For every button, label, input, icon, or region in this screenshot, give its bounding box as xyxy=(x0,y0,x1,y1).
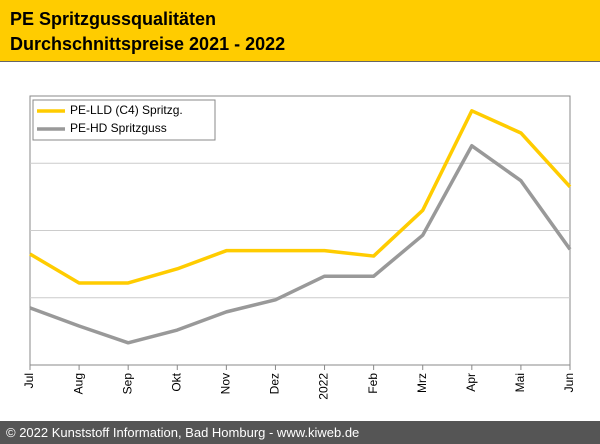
x-tick-label: Dez xyxy=(268,373,282,394)
x-tick-label: Jun xyxy=(562,373,576,392)
x-tick-label: Apr xyxy=(464,373,478,392)
x-tick-label: Sep xyxy=(120,373,134,395)
footer: © 2022 Kunststoff Information, Bad Hombu… xyxy=(6,425,359,440)
x-tick-label: Okt xyxy=(169,372,183,391)
chart-title: PE Spritzgussqualitäten xyxy=(10,9,216,29)
legend-label: PE-LLD (C4) Spritzg. xyxy=(70,103,183,117)
chart-subtitle: Durchschnittspreise 2021 - 2022 xyxy=(10,34,285,54)
x-tick-label: Feb xyxy=(366,373,380,394)
x-tick-label: Aug xyxy=(71,373,85,394)
legend-label: PE-HD Spritzguss xyxy=(70,121,167,135)
x-tick-label: Mai xyxy=(513,373,527,392)
series-line xyxy=(29,109,572,285)
header-bg xyxy=(0,0,600,61)
legend-box xyxy=(32,99,216,141)
x-tick-label: 2022 xyxy=(317,373,331,400)
footer-bg xyxy=(0,421,600,444)
x-tick-label: Mrz xyxy=(415,373,429,393)
x-tick-label: Nov xyxy=(219,373,233,394)
x-tick-label: Jul xyxy=(22,373,36,388)
series-line xyxy=(29,144,572,345)
